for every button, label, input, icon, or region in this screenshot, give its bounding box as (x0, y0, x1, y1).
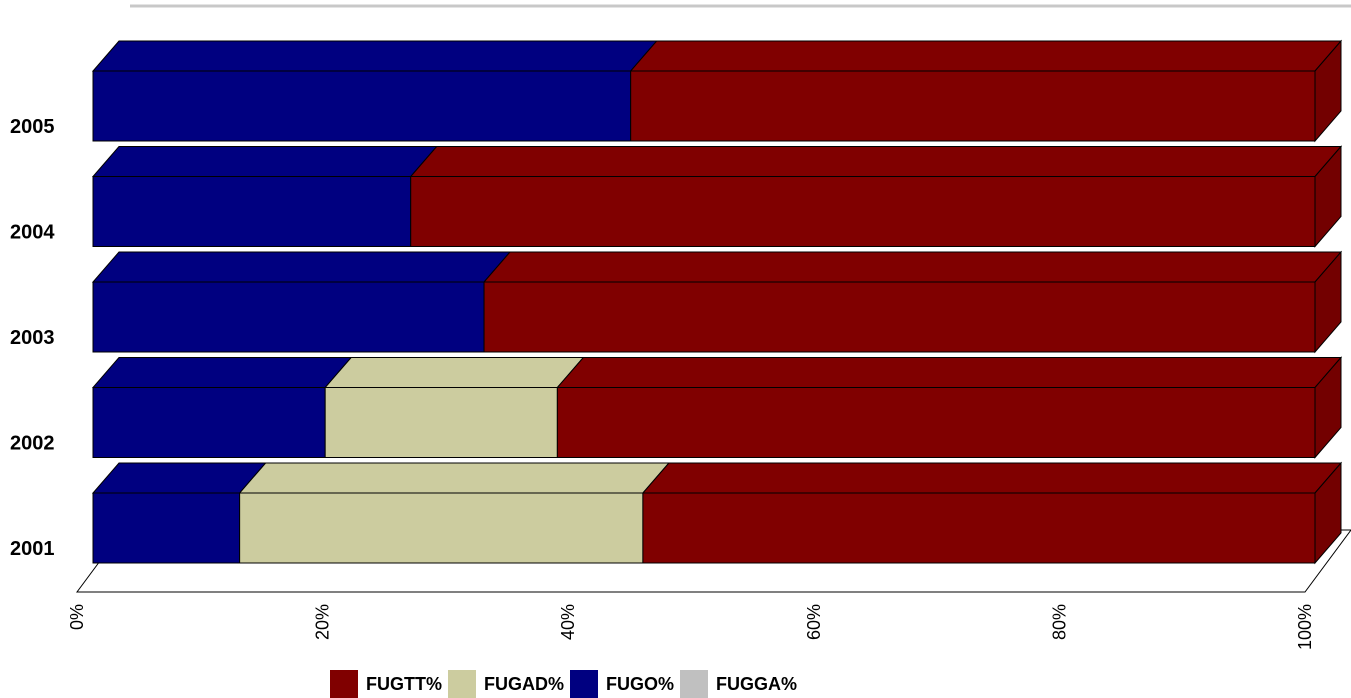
category-label-2002: 2002 (10, 433, 55, 455)
category-label-2004: 2004 (10, 222, 55, 244)
bar-fugtt-2001 (642, 492, 1316, 564)
bar-top-fugo-2004 (91, 146, 438, 177)
legend-item-fugga: FUGGA% (680, 670, 797, 698)
bar-fugtt-2002 (556, 387, 1316, 458)
x-tick-label: 80% (1049, 604, 1069, 640)
legend-swatch-fugad (448, 670, 476, 698)
bar-group-2005 (91, 39, 1343, 143)
bar-fugo-2005 (92, 70, 632, 142)
bar-top-fugad-2001 (238, 462, 670, 494)
bar-side-fugtt-2003 (1314, 250, 1342, 354)
legend-item-fugo: FUGO% (570, 670, 674, 698)
bar-top-fugo-2001 (91, 462, 267, 494)
bar-group-2002 (91, 356, 1343, 459)
bar-side-fugtt-2002 (1314, 356, 1342, 459)
x-tick-label: 60% (804, 604, 824, 640)
bar-top-fugtt-2005 (629, 40, 1343, 72)
bar-top-fugtt-2004 (409, 146, 1343, 177)
x-tick-label: 0% (67, 604, 87, 630)
bar-fugo-2002 (92, 387, 326, 458)
bar-top-fugo-2002 (91, 357, 353, 388)
bar-fugo-2003 (92, 281, 485, 353)
legend: FUGTT% FUGAD% FUGO% FUGGA% (330, 670, 803, 698)
legend-label-fugad: FUGAD% (484, 673, 564, 694)
bar-top-fugtt-2002 (556, 357, 1343, 388)
bar-side-fugtt-2001 (1314, 461, 1342, 565)
bar-fugtt-2003 (483, 281, 1316, 353)
legend-item-fugtt: FUGTT% (330, 670, 442, 698)
legend-swatch-fugtt (330, 670, 358, 698)
category-label-2005: 2005 (10, 116, 55, 138)
category-labels: 2005 2004 2003 2002 2001 (10, 116, 55, 560)
legend-swatch-fugga (680, 670, 709, 698)
legend-item-fugad: FUGAD% (448, 670, 564, 698)
x-tick-label: 20% (313, 604, 333, 640)
bar-fugo-2001 (92, 492, 241, 564)
category-label-2003: 2003 (10, 327, 55, 349)
bar-group-2004 (91, 145, 1343, 248)
legend-label-fugtt: FUGTT% (366, 673, 442, 694)
bar-fugtt-2004 (410, 176, 1316, 247)
legend-swatch-fugo (570, 670, 598, 698)
bar-top-fugad-2002 (324, 357, 585, 388)
x-tick-label: 40% (558, 604, 578, 640)
bar-fugtt-2005 (630, 70, 1316, 142)
bars-group (91, 39, 1343, 565)
bar-fugad-2001 (239, 492, 644, 564)
bar-group-2003 (91, 250, 1343, 354)
bar-fugad-2002 (324, 387, 558, 458)
legend-label-fugga: FUGGA% (716, 673, 798, 694)
bar-top-fugo-2003 (91, 251, 512, 283)
bar-top-fugtt-2003 (482, 251, 1343, 283)
bar-fugo-2004 (92, 176, 412, 247)
bar-top-fugo-2005 (91, 40, 658, 72)
bar-side-fugtt-2004 (1314, 145, 1342, 248)
x-tick-label: 100% (1295, 604, 1315, 650)
bar-top-fugtt-2001 (641, 462, 1343, 494)
x-axis-ticks: 0% 20% 40% 60% 80% 100% (67, 604, 1315, 650)
category-label-2001: 2001 (10, 538, 55, 560)
bar-group-2001 (91, 461, 1343, 565)
legend-label-fugo: FUGO% (606, 673, 675, 694)
bar-side-fugtt-2005 (1314, 39, 1342, 143)
